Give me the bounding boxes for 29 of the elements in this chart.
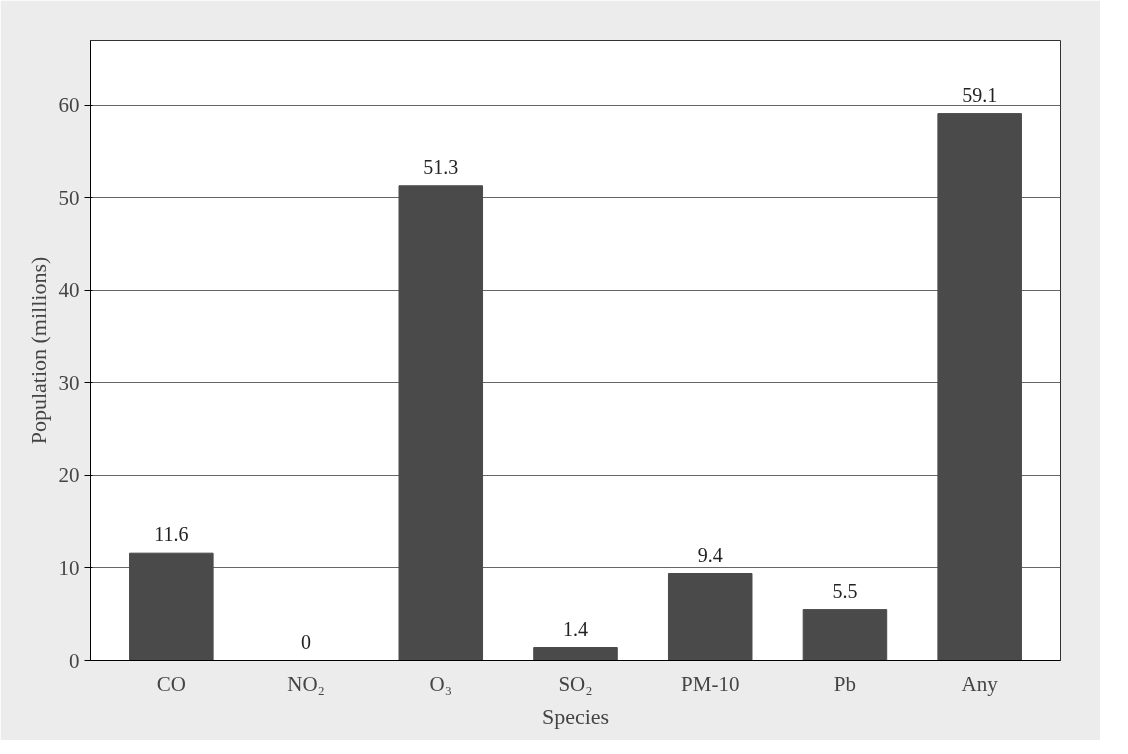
- bar: [533, 647, 618, 661]
- x-tick-label: Any: [961, 671, 999, 696]
- x-tick-label: O₃: [429, 671, 453, 696]
- x-tick-label: Pb: [833, 671, 857, 696]
- data-label: 5.5: [832, 579, 858, 602]
- x-tick-label: PM-10: [681, 671, 740, 696]
- y-tick-label: 50: [58, 185, 80, 210]
- bar: [398, 185, 484, 661]
- bar: [802, 609, 888, 661]
- x-axis-title: Species: [541, 703, 610, 729]
- data-label: 1.4: [563, 617, 588, 640]
- y-tick-label: 0: [69, 648, 80, 673]
- y-tick-label: 30: [58, 370, 80, 395]
- y-tick-label: 20: [58, 463, 80, 488]
- y-tick-label: 10: [58, 555, 80, 580]
- y-tick-label: 40: [58, 278, 80, 303]
- data-label: 9.4: [697, 543, 723, 566]
- bar: [937, 113, 1022, 661]
- data-label: 11.6: [154, 523, 189, 546]
- y-tick-label: 60: [58, 93, 80, 118]
- x-tick-label: SO₂: [558, 671, 593, 696]
- data-label: 51.3: [423, 155, 459, 178]
- x-tick-label: CO: [156, 671, 186, 696]
- bar: [667, 573, 753, 661]
- data-label: 59.1: [962, 83, 998, 106]
- y-axis-title: Population (millions): [25, 256, 51, 445]
- x-tick-label: NO₂: [287, 671, 325, 696]
- bar: [129, 552, 214, 661]
- data-label: 0: [301, 630, 312, 653]
